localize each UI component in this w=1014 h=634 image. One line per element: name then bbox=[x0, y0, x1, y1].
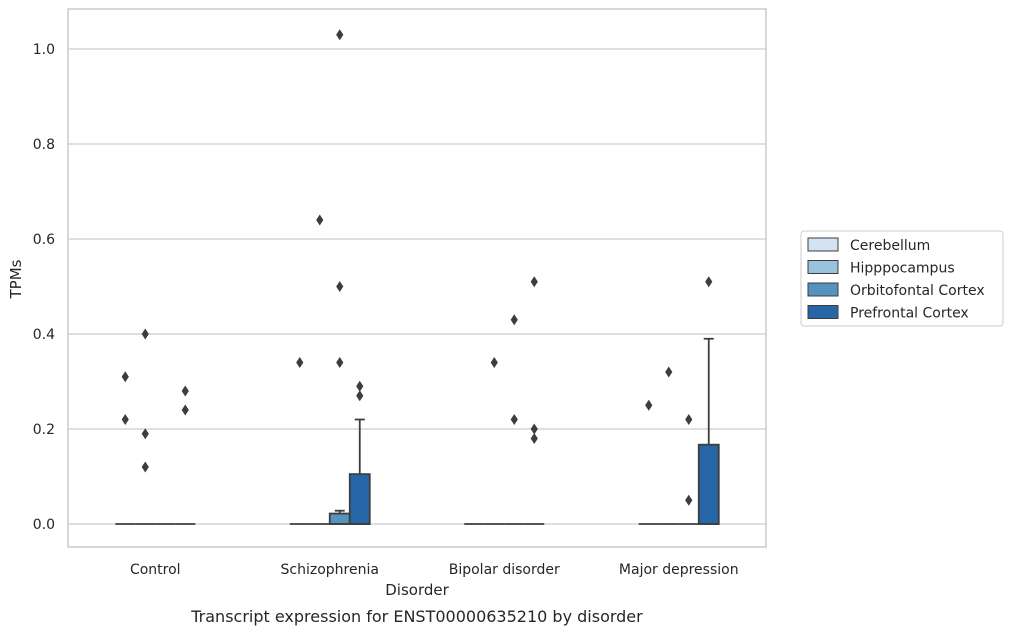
legend-label: Prefrontal Cortex bbox=[850, 306, 969, 322]
legend-swatch bbox=[807, 282, 839, 297]
outlier-point bbox=[530, 433, 538, 444]
x-tick-labels: Control Schizophrenia Bipolar disorder Majo… bbox=[130, 562, 739, 578]
outlier-point bbox=[356, 380, 364, 392]
outlier-point bbox=[510, 314, 518, 326]
legend-swatch bbox=[807, 260, 839, 274]
legend-label: Cerebellum bbox=[850, 238, 930, 254]
outlier-point bbox=[356, 390, 364, 402]
box-body bbox=[348, 473, 371, 525]
box-body bbox=[328, 512, 351, 525]
outlier-point bbox=[141, 328, 149, 340]
legend-label: Hipppocampus bbox=[850, 261, 955, 277]
outlier-point bbox=[141, 428, 149, 440]
x-tick-label: Bipolar disorder bbox=[449, 562, 560, 578]
legend: Cerebellum Hipppocampus Orbitofontal Corte… bbox=[800, 230, 1004, 327]
legend-swatch bbox=[807, 305, 839, 319]
box-orbitofontal-cortex bbox=[328, 509, 351, 525]
outlier-point bbox=[316, 214, 324, 226]
outlier-point bbox=[336, 357, 344, 368]
box-body bbox=[697, 443, 720, 525]
legend-swatch bbox=[807, 237, 839, 252]
y-tick-label: 0.8 bbox=[33, 137, 55, 153]
outlier-point bbox=[181, 404, 189, 416]
box-prefrontal-cortex bbox=[348, 418, 371, 525]
outlier-point bbox=[141, 461, 149, 473]
y-axis-title: TPMs bbox=[7, 259, 25, 299]
outlier-point bbox=[530, 423, 538, 435]
outlier-point bbox=[181, 385, 189, 397]
outlier-point bbox=[490, 357, 498, 368]
outlier-point bbox=[121, 414, 129, 425]
outlier-point bbox=[705, 276, 713, 288]
y-tick-label: 0.6 bbox=[33, 232, 55, 248]
y-tick-labels: 0.0 0.2 0.4 0.6 0.8 1.0 bbox=[33, 42, 55, 533]
outlier-point bbox=[510, 414, 518, 425]
outlier-point bbox=[685, 414, 693, 425]
outlier-point bbox=[665, 366, 673, 378]
outlier-point bbox=[336, 29, 344, 41]
outlier-point bbox=[296, 357, 304, 368]
x-tick-label: Schizophrenia bbox=[281, 562, 379, 578]
box-prefrontal-cortex bbox=[697, 337, 720, 525]
y-tick-label: 1.0 bbox=[33, 42, 55, 58]
y-tick-label: 0.4 bbox=[33, 327, 55, 343]
outlier-point bbox=[336, 281, 344, 292]
legend-frame bbox=[800, 230, 1004, 327]
plot-frame bbox=[67, 8, 767, 548]
boxes bbox=[115, 337, 720, 525]
outlier-point bbox=[685, 494, 693, 506]
chart-caption: Transcript expression for ENST0000063521… bbox=[190, 607, 643, 626]
outlier-point bbox=[530, 276, 538, 288]
x-tick-label: Control bbox=[130, 562, 181, 578]
legend-label: Orbitofontal Cortex bbox=[850, 283, 985, 299]
x-tick-label: Major depression bbox=[619, 562, 739, 578]
outliers bbox=[121, 29, 713, 506]
outlier-point bbox=[645, 399, 653, 411]
y-tick-label: 0.0 bbox=[33, 517, 55, 533]
gridlines bbox=[68, 48, 766, 525]
y-tick-label: 0.2 bbox=[33, 422, 55, 438]
x-axis-title: Disorder bbox=[385, 581, 449, 599]
outlier-point bbox=[121, 371, 129, 383]
